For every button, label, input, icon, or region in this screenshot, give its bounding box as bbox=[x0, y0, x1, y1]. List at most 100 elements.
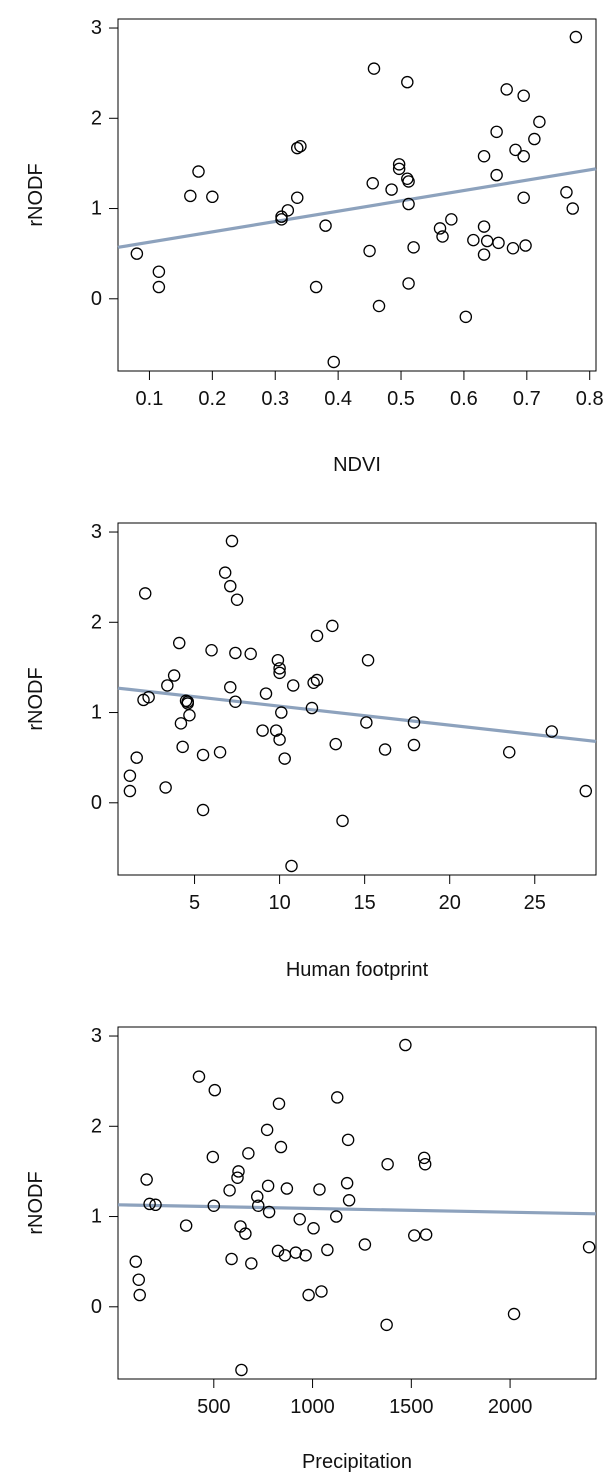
ndvi-data-point bbox=[445, 213, 458, 226]
ndvi-data-point bbox=[281, 204, 295, 217]
human-footprint-data-point bbox=[271, 653, 285, 667]
precipitation-data-point bbox=[206, 1150, 220, 1164]
precipitation-data-point bbox=[261, 1179, 275, 1193]
ndvi-data-point bbox=[401, 75, 414, 89]
precipitation-data-point bbox=[260, 1123, 274, 1137]
precipitation-x-tick-label: 1500 bbox=[389, 1396, 434, 1418]
ndvi-data-point bbox=[533, 115, 546, 129]
ndvi-data-point bbox=[519, 239, 532, 252]
precipitation-data-point bbox=[274, 1140, 288, 1154]
human-footprint-data-point bbox=[256, 724, 269, 737]
human-footprint-y-tick-label: 2 bbox=[91, 611, 102, 633]
ndvi-x-tick-label: 0.3 bbox=[261, 388, 289, 410]
ndvi-data-point bbox=[385, 183, 398, 196]
precipitation-data-point bbox=[232, 1165, 245, 1178]
human-footprint-data-point bbox=[407, 738, 421, 752]
human-footprint-data-point bbox=[123, 769, 137, 782]
ndvi-x-tick-label: 0.4 bbox=[324, 388, 352, 410]
ndvi-x-tick-label: 0.7 bbox=[513, 388, 541, 410]
human-footprint-x-tick-label: 10 bbox=[268, 892, 290, 914]
ndvi-y-tick-label: 2 bbox=[91, 107, 102, 129]
ndvi-x-tick-label: 0.8 bbox=[576, 388, 604, 410]
precipitation-data-point bbox=[330, 1091, 344, 1104]
human-footprint-data-point bbox=[229, 695, 242, 708]
human-footprint-x-tick-label: 25 bbox=[524, 892, 546, 914]
precipitation-x-tick-label: 1000 bbox=[290, 1396, 335, 1418]
precipitation-panel: 500 1000 1500 2000 0 1 2 3 rNODF Precipitation bbox=[25, 1025, 597, 1473]
human-footprint-data-point bbox=[174, 717, 188, 730]
ndvi-data-point bbox=[152, 280, 166, 294]
ndvi-data-point bbox=[184, 189, 197, 203]
ndvi-data-point bbox=[392, 158, 406, 171]
ndvi-data-point bbox=[569, 30, 583, 44]
ndvi-data-point bbox=[517, 89, 530, 102]
ndvi-data-point bbox=[392, 162, 406, 176]
human-footprint-x-tick-label: 15 bbox=[354, 892, 376, 914]
precipitation-data-point bbox=[381, 1157, 394, 1171]
precipitation-data-point bbox=[231, 1171, 244, 1184]
human-footprint-data-point bbox=[579, 784, 593, 798]
human-footprint-data-point bbox=[305, 701, 319, 715]
ndvi-data-point bbox=[152, 265, 166, 278]
ndvi-marks: 0.1 0.2 0.3 0.4 0.5 0.6 0.7 0.8 0 1 2 3 bbox=[91, 17, 604, 410]
precipitation-data-point bbox=[149, 1198, 162, 1212]
human-footprint-data-point bbox=[196, 748, 210, 762]
ndvi-data-point bbox=[436, 230, 449, 243]
ndvi-data-point bbox=[206, 190, 219, 204]
precipitation-data-point bbox=[340, 1176, 354, 1190]
human-footprint-x-axis-label: Human footprint bbox=[286, 959, 429, 981]
human-footprint-data-point bbox=[161, 679, 174, 692]
ndvi-data-point bbox=[528, 132, 541, 146]
human-footprint-data-point bbox=[275, 706, 288, 719]
human-footprint-data-point bbox=[310, 629, 324, 643]
human-footprint-data-point bbox=[225, 534, 239, 548]
human-footprint-data-point bbox=[244, 647, 257, 661]
human-footprint-data-point bbox=[196, 803, 210, 817]
precipitation-data-point bbox=[207, 1199, 221, 1212]
precipitation-data-point bbox=[143, 1197, 156, 1211]
ndvi-data-point bbox=[477, 149, 491, 163]
human-footprint-y-tick-label: 0 bbox=[91, 792, 102, 814]
precipitation-data-point bbox=[293, 1212, 306, 1226]
ndvi-x-tick-label: 0.6 bbox=[450, 388, 478, 410]
ndvi-data-point bbox=[309, 280, 323, 294]
human-footprint-data-point bbox=[310, 673, 324, 687]
ndvi-data-point bbox=[467, 233, 480, 247]
human-footprint-data-point bbox=[224, 579, 237, 593]
ndvi-panel: 0.1 0.2 0.3 0.4 0.5 0.6 0.7 0.8 0 1 2 3 rNODF NDVI bbox=[25, 17, 604, 476]
ndvi-data-point bbox=[490, 125, 503, 139]
ndvi-data-point bbox=[560, 186, 573, 199]
human-footprint-data-point bbox=[159, 781, 172, 794]
human-footprint-data-point bbox=[307, 676, 320, 690]
human-footprint-data-point bbox=[130, 751, 143, 764]
human-footprint-data-point bbox=[545, 725, 559, 738]
ndvi-data-point bbox=[517, 191, 530, 204]
precipitation-data-point bbox=[358, 1238, 372, 1251]
precipitation-data-point bbox=[239, 1227, 252, 1240]
ndvi-data-point bbox=[366, 177, 379, 190]
precipitation-data-point bbox=[140, 1173, 153, 1186]
precipitation-data-point bbox=[299, 1249, 312, 1262]
precipitation-data-point bbox=[192, 1070, 206, 1083]
precipitation-data-point bbox=[582, 1240, 596, 1254]
precipitation-data-point bbox=[342, 1194, 356, 1207]
ndvi-data-point bbox=[509, 143, 522, 157]
precipitation-data-point bbox=[313, 1183, 326, 1196]
human-footprint-data-point bbox=[326, 619, 339, 633]
human-footprint-data-point bbox=[138, 587, 152, 600]
ndvi-x-axis-label: NDVI bbox=[333, 454, 381, 476]
precipitation-data-point bbox=[262, 1205, 276, 1219]
precipitation-y-tick-label: 0 bbox=[91, 1296, 102, 1318]
ndvi-data-point bbox=[566, 202, 579, 215]
human-footprint-data-point bbox=[224, 681, 237, 694]
human-footprint-data-point bbox=[230, 593, 244, 606]
human-footprint-data-point bbox=[183, 708, 196, 722]
ndvi-plot-frame bbox=[117, 18, 597, 372]
human-footprint-data-point bbox=[361, 653, 375, 667]
human-footprint-data-point bbox=[278, 752, 291, 765]
human-footprint-marks: 5 10 15 20 25 0 1 2 3 bbox=[91, 521, 597, 914]
human-footprint-data-point bbox=[273, 733, 286, 746]
ndvi-data-point bbox=[492, 236, 505, 250]
precipitation-data-point bbox=[272, 1097, 286, 1110]
